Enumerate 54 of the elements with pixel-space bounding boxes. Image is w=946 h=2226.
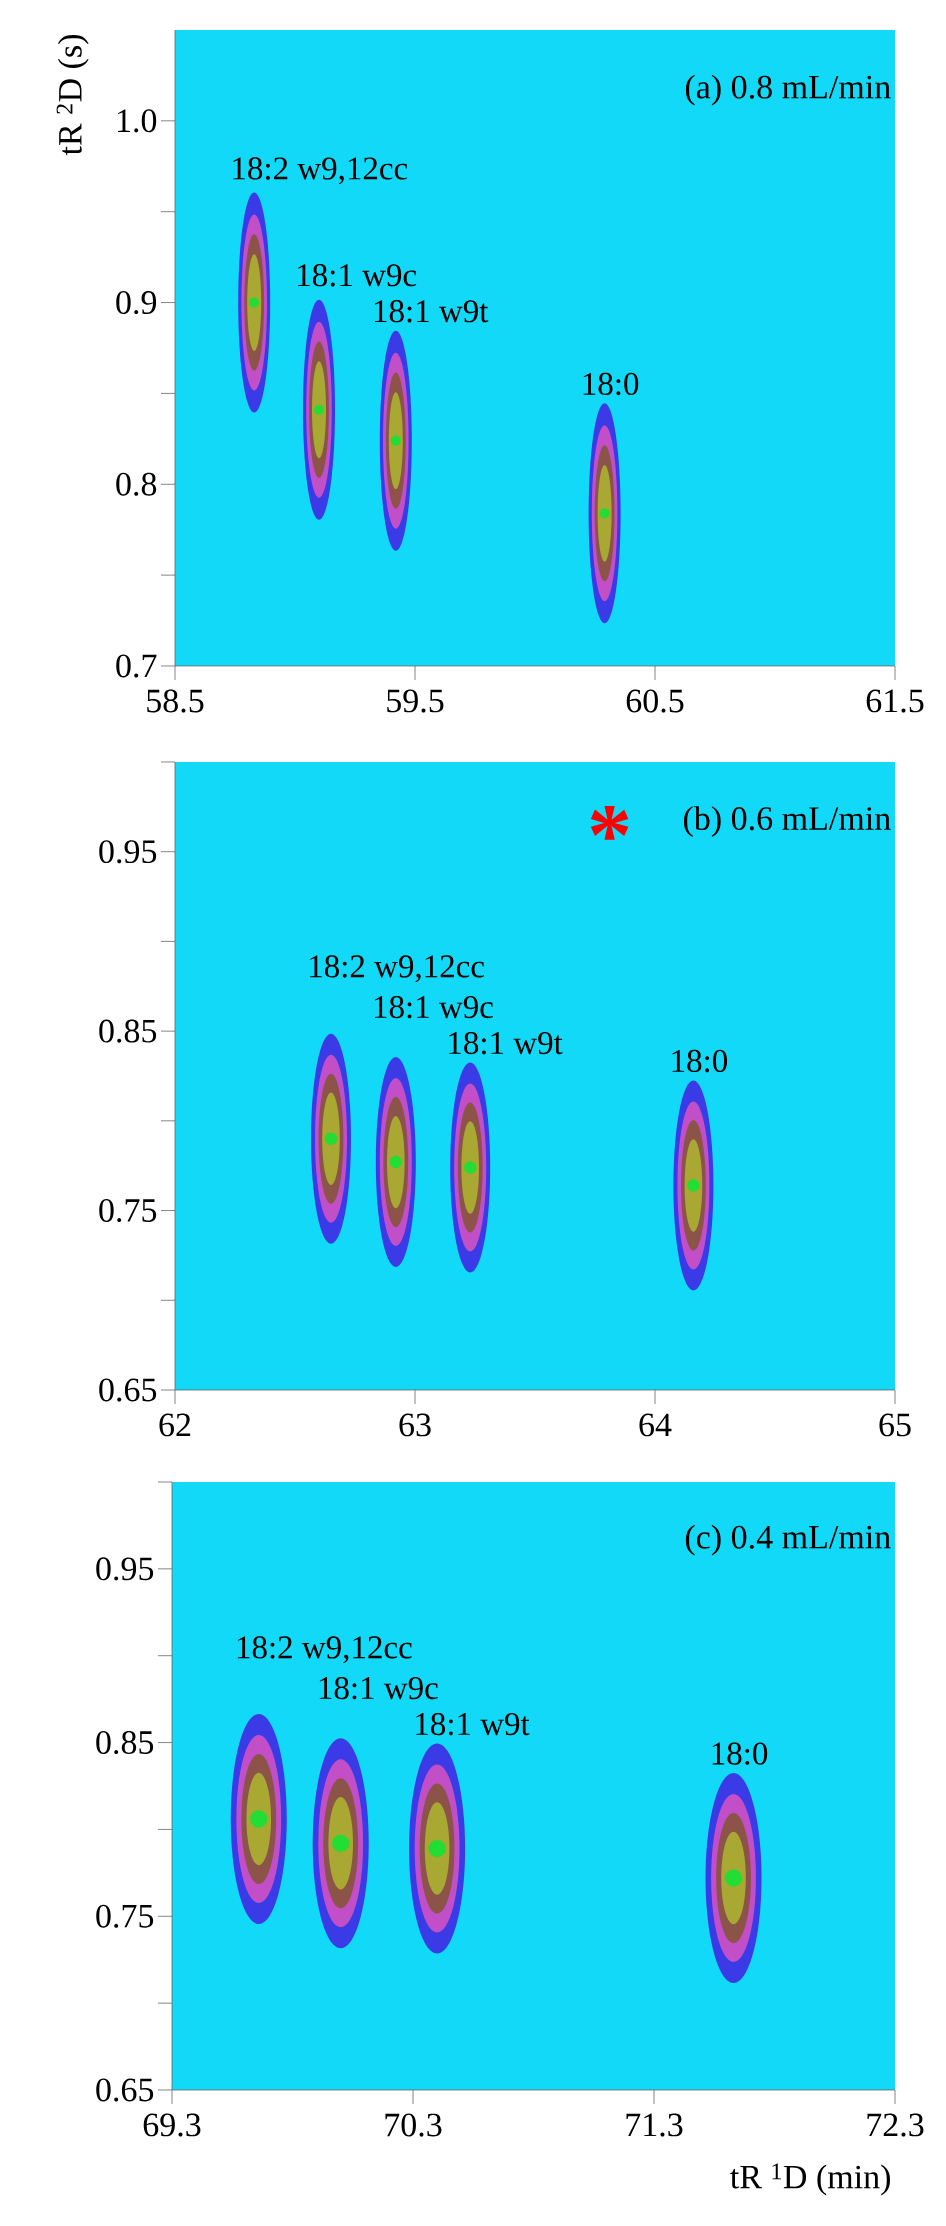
y-tick-label: 0.95: [96, 1557, 154, 1581]
text: 18:2 w9,12cc: [310, 955, 484, 983]
x-axis-title: tR $^{1}$D (min): [730, 2163, 890, 2196]
x-tick-label: 61.5: [866, 689, 924, 713]
x-tick-label: 69.3: [143, 2113, 201, 2137]
point: [724, 1869, 743, 1887]
point: [428, 1839, 446, 1858]
y-tick-label: 0.9: [116, 291, 157, 315]
point: [389, 1155, 402, 1169]
text: 18:0: [712, 1742, 768, 1765]
x-tick-label: 60.5: [626, 689, 684, 713]
y-tick-label: 0.8: [116, 472, 157, 496]
point: [249, 297, 260, 308]
annotation: (a) 0.8 mL/min: [685, 74, 891, 106]
text: 18:1 w9c: [374, 995, 493, 1019]
x-tick-label: 58.5: [147, 689, 204, 713]
point: [332, 1834, 350, 1852]
point: [324, 1132, 338, 1145]
x-tick-label: 70.3: [385, 2113, 442, 2137]
y-tick-label: 0.65: [96, 2078, 154, 2102]
text: 18:1 w9t: [416, 1712, 530, 1736]
point: [250, 1810, 268, 1828]
x-tick-label: 63: [399, 1413, 431, 1437]
text: 18:0: [583, 372, 639, 396]
point: [314, 404, 324, 415]
text: 18:0: [672, 1049, 728, 1073]
x-tick-label: 62: [159, 1413, 191, 1437]
text: 18:1 w9c: [319, 1676, 438, 1700]
x-tick-label: 71.3: [626, 2113, 683, 2137]
y-axis-title: tR $^{2}$D (s): [56, 35, 89, 156]
y-tick-label: 0.95: [99, 840, 157, 864]
text: 18:1 w9t: [374, 300, 489, 323]
x-tick-label: 72.3: [867, 2113, 924, 2137]
text: 18:2 w9,12cc: [233, 157, 408, 185]
annotation: (b) 0.6 mL/min: [683, 806, 891, 837]
x-tick-label: 65: [879, 1413, 911, 1437]
point: [390, 435, 401, 446]
text: 18:1 w9c: [298, 264, 417, 287]
y-tick-label: 0.85: [96, 1731, 154, 1755]
annotation: (c) 0.4 mL/min: [685, 1524, 891, 1556]
y-tick-label: 0.7: [116, 654, 157, 678]
annotation: *: [590, 805, 629, 840]
point: [687, 1179, 700, 1192]
y-tick-label: 0.65: [99, 1378, 157, 1402]
x-tick-label: 64: [639, 1413, 672, 1437]
x-tick-label: 59.5: [387, 689, 444, 713]
text: 18:2 w9,12cc: [237, 1636, 412, 1664]
text: 18:1 w9t: [449, 1031, 563, 1055]
y-tick-label: 1.0: [117, 109, 157, 133]
point: [599, 508, 610, 519]
point: [464, 1161, 477, 1174]
y-tick-label: 0.85: [99, 1019, 157, 1043]
y-tick-label: 0.75: [99, 1199, 157, 1223]
y-tick-label: 0.75: [96, 1904, 154, 1928]
